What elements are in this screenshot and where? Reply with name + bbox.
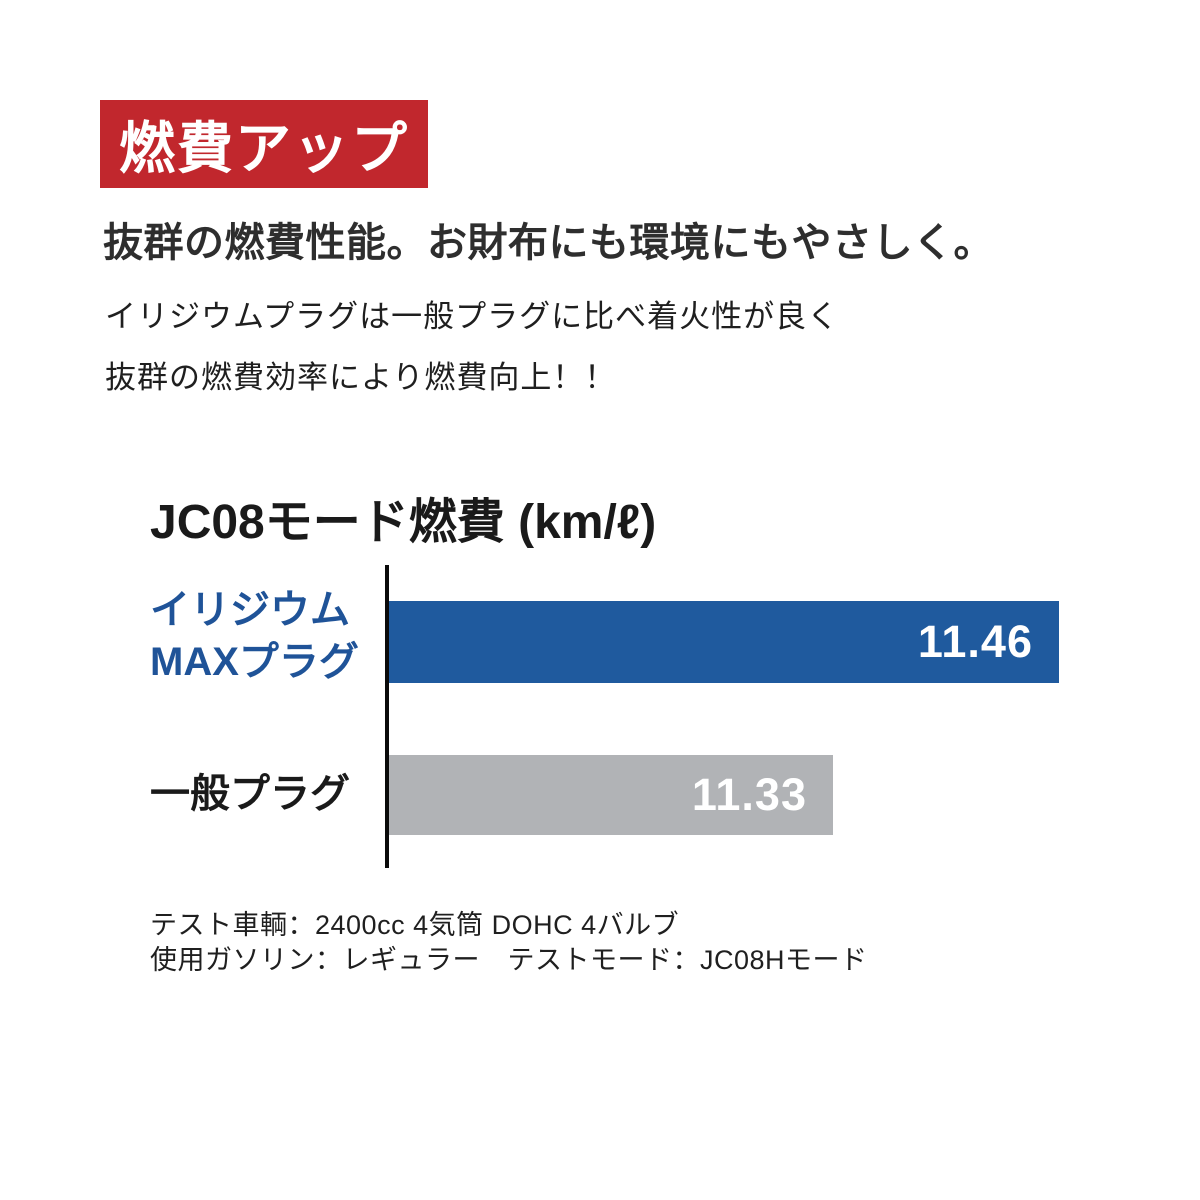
chart-title: JC08モード燃費 (km/ℓ) [150, 496, 657, 549]
footnote-fuel-test-mode: 使用ガソリン：レギュラー テストモード：JC08Hモード [150, 945, 868, 975]
chart-axis-line [385, 565, 389, 868]
lead-line-2: 抜群の燃費効率により燃費向上！！ [105, 360, 617, 395]
bar-label-normal-plug: 一般プラグ [150, 770, 350, 818]
headline: 抜群の燃費性能。お財布にも環境にもやさしく。 [103, 221, 994, 265]
bar-iridium-max: 11.46 [389, 601, 1059, 683]
lead-line-1: イリジウムプラグは一般プラグに比べ着火性が良く [105, 299, 840, 334]
bar-label-normal-line1: 一般プラグ [150, 772, 350, 816]
bar-value-iridium-max: 11.46 [917, 616, 1033, 667]
bar-normal-plug: 11.33 [389, 755, 833, 835]
bar-label-iridium-max: イリジウム MAXプラグ [150, 584, 359, 688]
bar-value-normal-plug: 11.33 [691, 769, 807, 820]
banner-label: 燃費アップ [119, 116, 409, 180]
footnote-test-vehicle: テスト車輌：2400cc 4気筒 DOHC 4バルブ [150, 910, 680, 940]
fuel-up-banner: 燃費アップ [100, 100, 428, 188]
bar-label-iridium-line1: イリジウム [150, 588, 350, 632]
bar-label-iridium-line2: MAXプラグ [150, 640, 359, 684]
